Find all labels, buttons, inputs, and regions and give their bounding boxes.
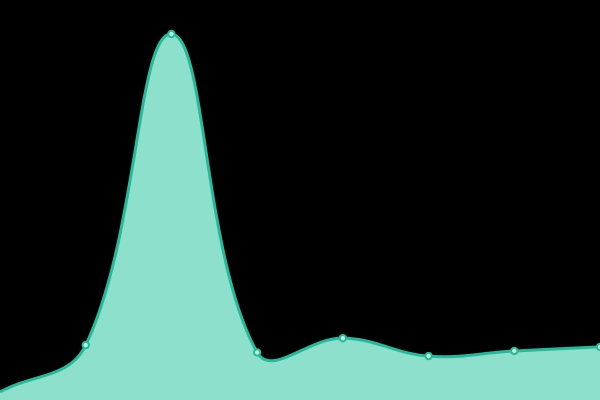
- data-point-marker[interactable]: [424, 351, 433, 361]
- data-point-marker[interactable]: [81, 340, 90, 350]
- data-point-marker[interactable]: [167, 29, 176, 39]
- data-point-marker[interactable]: [252, 348, 262, 357]
- data-point-markers: [81, 29, 600, 361]
- data-point-marker[interactable]: [510, 346, 519, 356]
- data-point-marker[interactable]: [338, 333, 348, 343]
- trend-line: [0, 32, 600, 394]
- area-fill: [0, 33, 600, 400]
